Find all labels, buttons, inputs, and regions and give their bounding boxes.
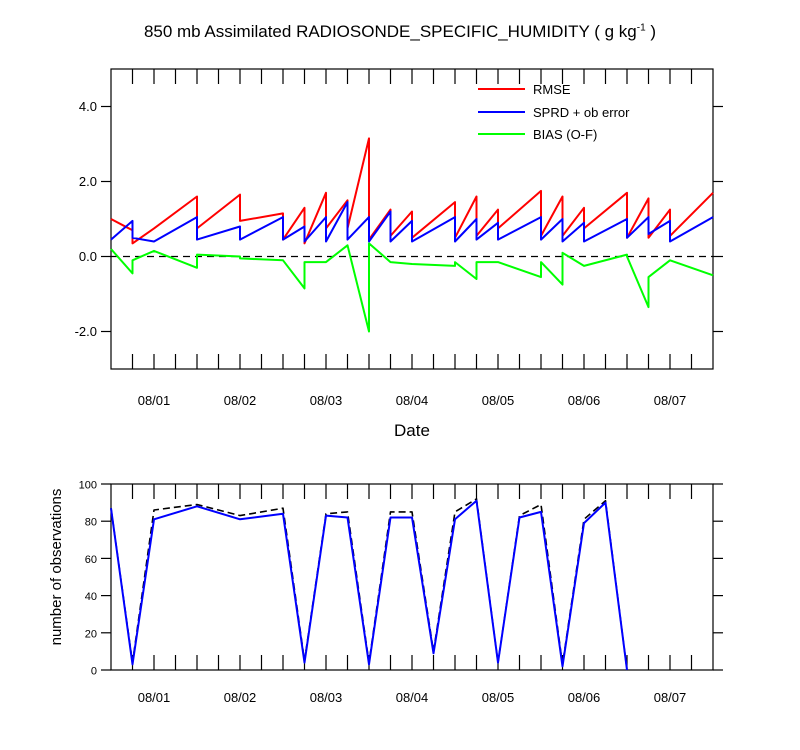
x-tick-label: 08/07 [654,690,687,705]
y-tick-label: 2.0 [79,174,97,189]
y-tick-label: 20 [85,628,97,640]
bias-series-line [110,242,714,333]
y-tick-label: 4.0 [79,99,97,114]
legend-rmse-label: RMSE [533,82,571,97]
possible-obs-line [110,498,628,671]
y-tick-label: 40 [85,591,97,603]
x-tick-label: 08/06 [568,690,601,705]
x-axis-label: Date [394,421,430,440]
y-tick-label: 100 [79,480,97,492]
chart-title-exponent: -1 [636,22,646,34]
x-tick-label: 08/03 [310,690,343,705]
chart-title-close: ) [645,22,657,41]
bottom-panel: 0 20 40 60 80 100 08/01 08/02 08/03 08/04 08/05 08/… [48,480,723,705]
y-axis-label: number of observations [48,489,65,646]
legend-bias-label: BIAS (O-F) [533,127,597,142]
y-tick-label: -2.0 [75,324,97,339]
x-tick-label: 08/06 [568,393,601,408]
x-tick-label: 08/04 [396,690,429,705]
x-tick-label: 08/01 [138,690,171,705]
sprd-series-line [110,201,714,243]
x-tick-label: 08/03 [310,393,343,408]
top-panel: 4.0 2.0 0.0 -2.0 08/01 08/02 08/03 08/04 08/05 08… [75,68,723,440]
x-tick-label: 08/02 [224,393,257,408]
y-tick-label: 80 [85,517,97,529]
x-tick-label: 08/04 [396,393,429,408]
x-tick-label: 08/05 [482,690,515,705]
x-tick-label: 08/02 [224,690,257,705]
y-tick-label: 60 [85,554,97,566]
rmse-series-line [110,137,714,245]
x-tick-label: 08/05 [482,393,515,408]
chart-title-text: 850 mb Assimilated RADIOSONDE_SPECIFIC_H… [143,22,637,41]
used-obs-line [110,499,628,671]
legend-sprd-label: SPRD + ob error [533,105,630,120]
chart-title: 850 mb Assimilated RADIOSONDE_SPECIFIC_H… [0,22,800,42]
y-tick-label: 0.0 [79,249,97,264]
y-tick-label: 0 [91,666,97,678]
x-tick-label: 08/07 [654,393,687,408]
x-tick-label: 08/01 [138,393,171,408]
